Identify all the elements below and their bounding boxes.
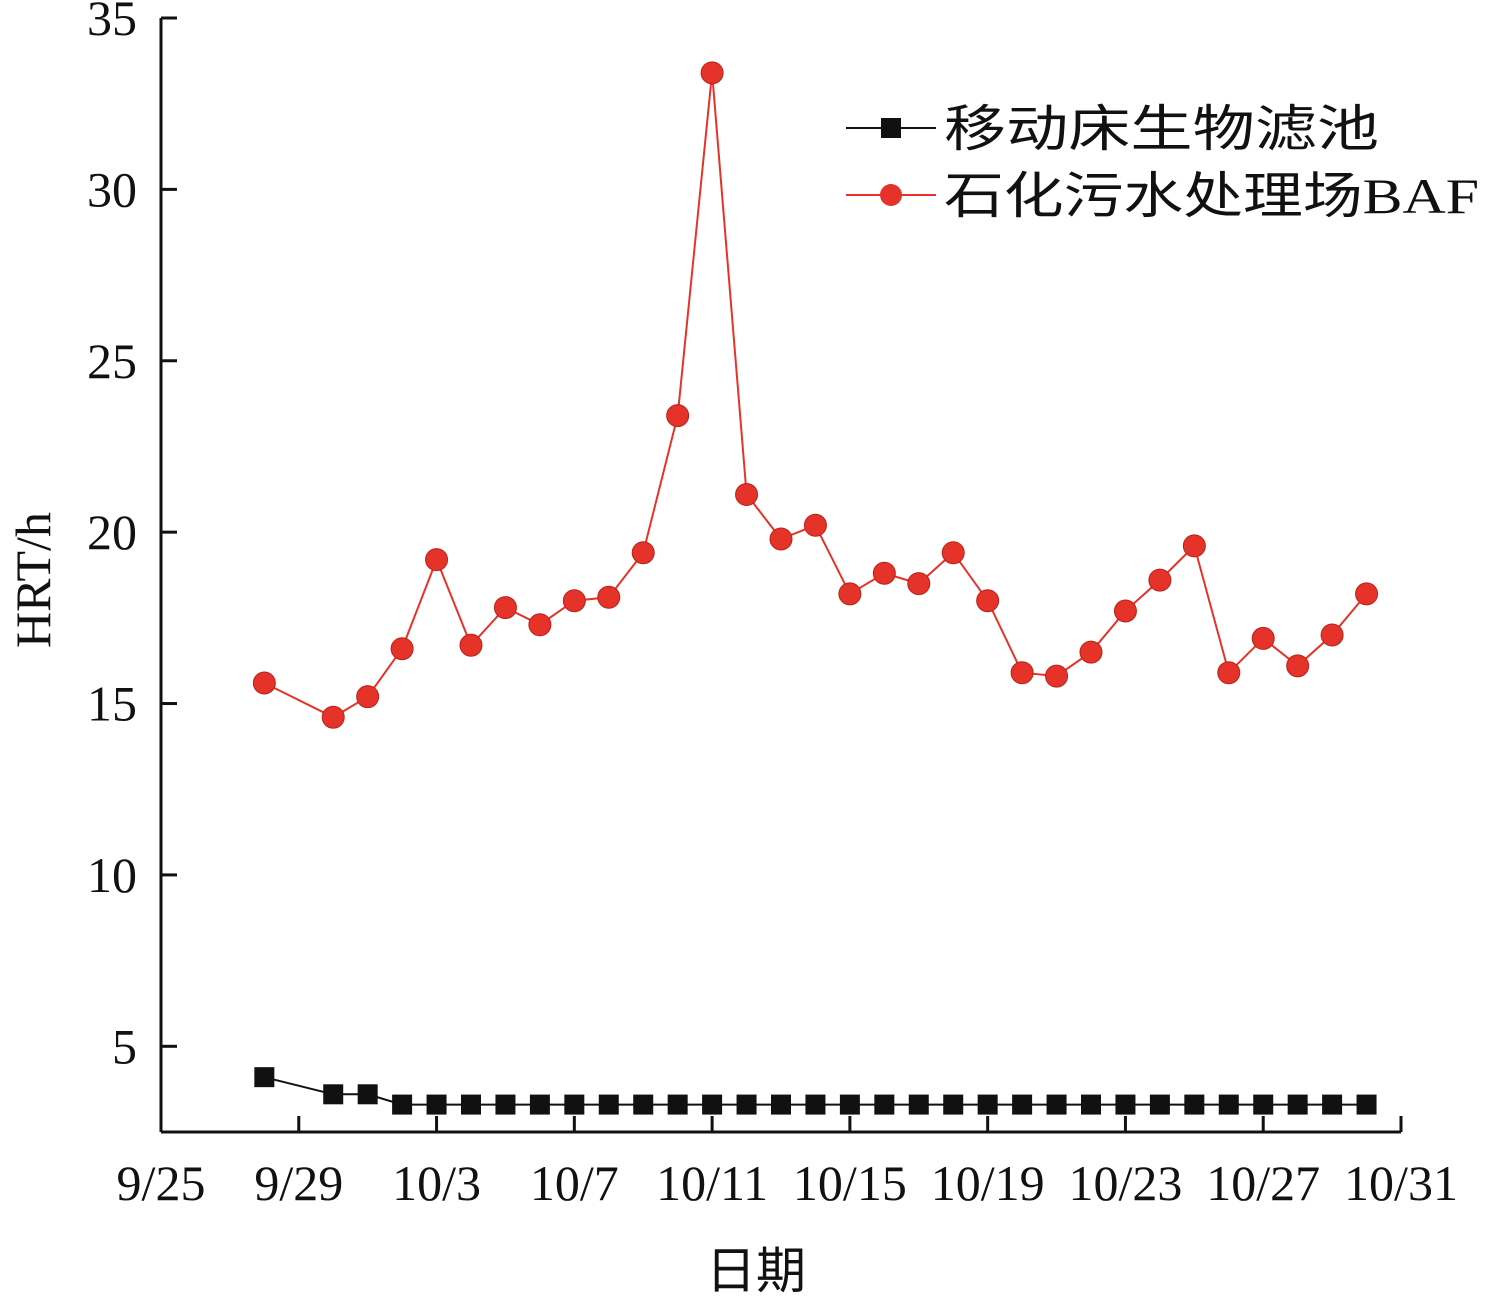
data-point — [1286, 654, 1310, 678]
data-point — [667, 1094, 688, 1115]
data-point — [1287, 1094, 1308, 1115]
legend-label: 石化污水处理场BAF — [944, 168, 1479, 224]
data-point — [1218, 1094, 1239, 1115]
data-point — [666, 404, 690, 428]
data-point — [943, 1094, 964, 1115]
x-tick-label: 9/29 — [254, 1155, 343, 1211]
y-tick-label: 10 — [87, 847, 137, 903]
series-layer — [252, 61, 1379, 1115]
data-point — [803, 513, 827, 537]
data-point — [459, 633, 483, 657]
data-point — [1079, 640, 1103, 664]
legend-label: 移动床生物滤池 — [944, 101, 1379, 157]
data-point — [357, 1084, 378, 1105]
data-point — [633, 1094, 654, 1115]
series-1 — [254, 1067, 1377, 1115]
data-point — [1356, 1094, 1377, 1115]
data-point — [597, 585, 621, 609]
x-tick-label: 10/7 — [530, 1155, 619, 1211]
data-point — [631, 541, 655, 565]
data-point — [323, 1084, 344, 1105]
data-point — [735, 482, 759, 506]
x-axis-title: 日期 — [706, 1243, 806, 1299]
data-point — [356, 685, 380, 709]
data-point — [1081, 1094, 1101, 1115]
data-point — [1010, 661, 1034, 685]
data-point — [321, 705, 345, 729]
data-point — [1148, 568, 1172, 592]
series-2 — [252, 61, 1379, 729]
data-point — [598, 1094, 619, 1115]
data-point — [771, 1094, 791, 1115]
axes — [159, 18, 1401, 1134]
data-point — [493, 596, 517, 620]
data-point — [702, 1094, 723, 1115]
x-axis-ticks: 9/25 9/29 10/3 10/7 10/11 10/15 10/19 10/23 10/2… — [117, 1116, 1458, 1211]
data-point — [1113, 599, 1137, 623]
data-point — [390, 637, 414, 661]
y-tick-label: 30 — [87, 161, 137, 217]
data-point — [252, 671, 276, 695]
data-point — [1045, 664, 1069, 688]
data-point — [700, 61, 724, 85]
data-point — [392, 1094, 413, 1115]
y-axis-ticks: 5 10 15 20 25 30 35 — [87, 0, 177, 1074]
data-point — [941, 541, 965, 565]
data-point — [1012, 1094, 1033, 1115]
data-point — [564, 1094, 585, 1115]
legend-item-2: 石化污水处理场BAF — [846, 168, 1479, 224]
data-point — [1355, 582, 1379, 606]
data-point — [529, 1094, 550, 1115]
data-point — [254, 1067, 275, 1088]
data-point — [1322, 1094, 1343, 1115]
data-point — [426, 1094, 447, 1115]
data-point — [562, 589, 586, 613]
data-point — [425, 548, 449, 572]
x-tick-label: 10/31 — [1344, 1155, 1458, 1211]
y-tick-label: 35 — [87, 0, 137, 46]
data-point — [839, 1094, 860, 1115]
x-tick-label: 10/19 — [931, 1155, 1045, 1211]
data-point — [1046, 1094, 1067, 1115]
data-point — [769, 527, 793, 551]
x-tick-label: 9/25 — [117, 1155, 206, 1211]
data-point — [1115, 1094, 1136, 1115]
legend-marker — [881, 118, 901, 138]
data-point — [1253, 1094, 1274, 1115]
data-point — [907, 572, 931, 596]
data-point — [908, 1094, 929, 1115]
data-point — [838, 582, 862, 606]
data-point — [528, 613, 552, 637]
data-point — [1320, 623, 1344, 647]
x-tick-label: 10/27 — [1206, 1155, 1320, 1211]
y-tick-label: 5 — [112, 1018, 137, 1074]
data-point — [805, 1094, 826, 1115]
x-tick-label: 10/15 — [793, 1155, 907, 1211]
data-point — [874, 1094, 895, 1115]
x-tick-label: 10/23 — [1068, 1155, 1182, 1211]
data-point — [1149, 1094, 1170, 1115]
y-tick-label: 20 — [87, 504, 137, 560]
data-point — [1251, 626, 1275, 650]
data-point — [495, 1094, 516, 1115]
data-point — [1184, 1094, 1205, 1115]
x-tick-label: 10/11 — [656, 1155, 768, 1211]
data-point — [461, 1094, 481, 1115]
data-point — [977, 1094, 998, 1115]
data-point — [872, 561, 896, 585]
legend-marker — [880, 184, 902, 206]
y-axis-title: HRT/h — [5, 512, 61, 648]
y-tick-label: 15 — [87, 676, 137, 732]
data-point — [976, 589, 1000, 613]
data-point — [736, 1094, 757, 1115]
y-tick-label: 25 — [87, 333, 137, 389]
legend-item-1: 移动床生物滤池 — [846, 101, 1379, 157]
data-point — [1217, 661, 1241, 685]
data-point — [1182, 534, 1206, 558]
x-tick-label: 10/3 — [392, 1155, 481, 1211]
